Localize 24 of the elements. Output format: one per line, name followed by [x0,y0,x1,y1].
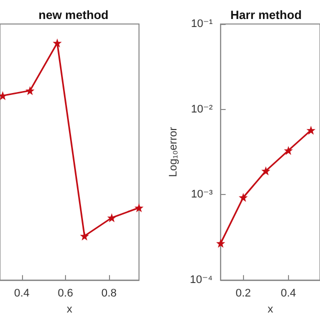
point [284,146,293,155]
point [238,192,248,202]
x-tick-label: 0.2 [236,288,251,300]
chart-title: Harr method [230,8,302,22]
x-axis-title: x [66,304,73,316]
point [216,238,226,248]
x-tick-label: 0.4 [280,288,296,300]
point [107,213,116,222]
y-tick-label: 10⁻⁴ [190,274,213,286]
point [261,166,270,176]
y-axis-title: Log₁₀error [168,126,180,177]
point [306,126,316,135]
x-tick-label: 0.4 [14,288,30,300]
point [25,86,34,96]
point [134,203,144,212]
y-tick-label: 10⁻² [190,103,213,116]
point [80,231,89,240]
y-tick-label: 10⁻³ [190,188,213,201]
x-axis-title: x [268,304,274,316]
point [52,38,62,48]
x-tick-label: 0.8 [101,288,117,300]
x-tick-label: 0.6 [58,288,74,300]
chart-title: new method [38,8,109,22]
y-tick-label: 10⁻¹ [190,18,213,30]
